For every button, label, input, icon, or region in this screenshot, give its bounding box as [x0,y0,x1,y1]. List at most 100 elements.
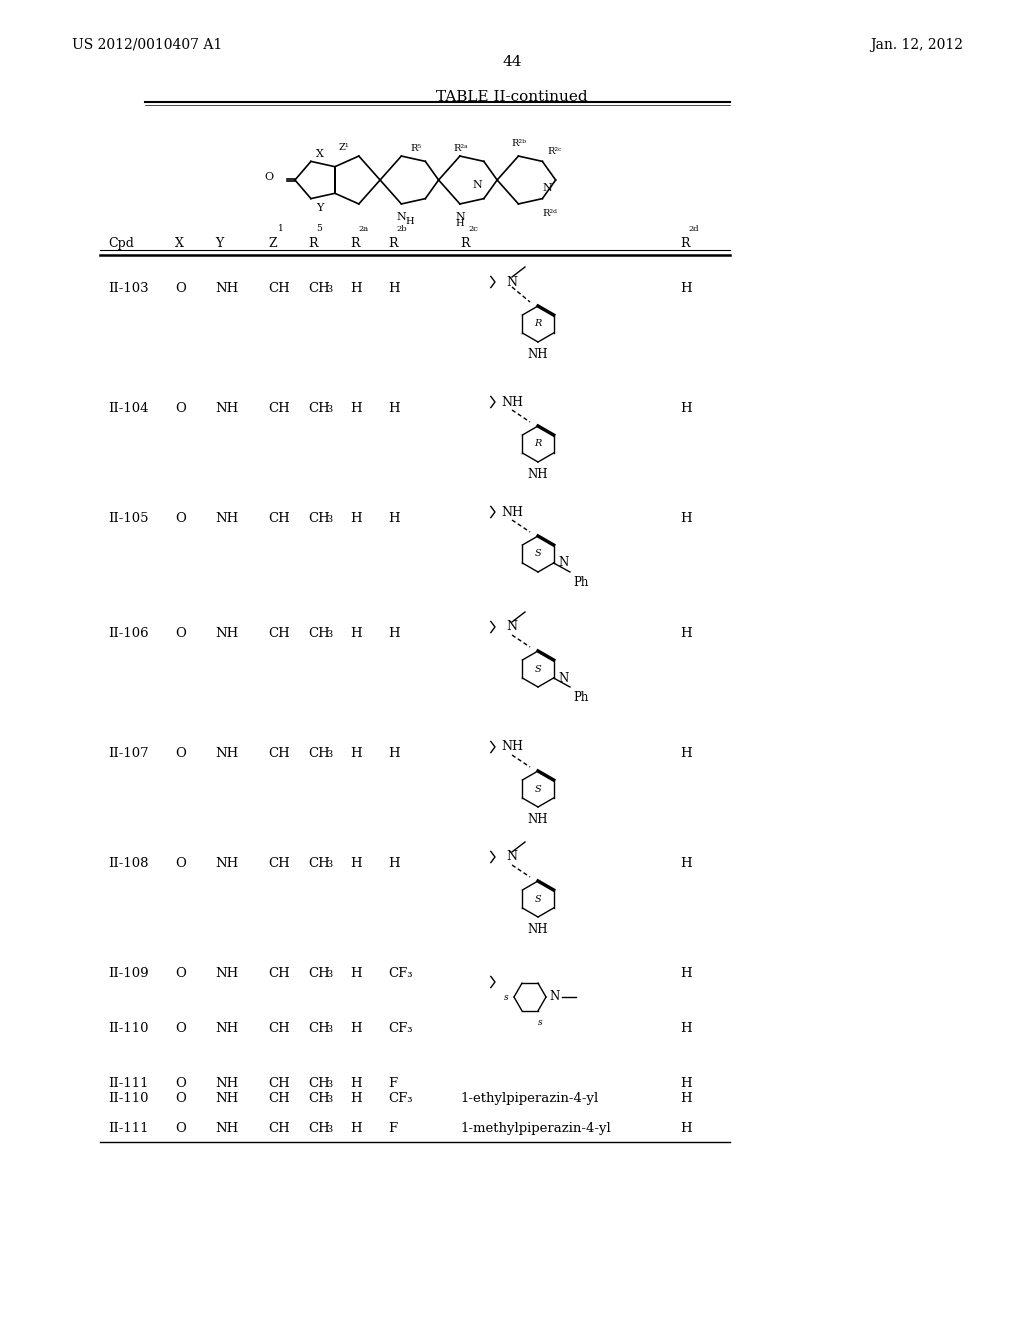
Text: CH: CH [268,282,290,294]
Text: O: O [175,857,186,870]
Text: H: H [388,627,399,640]
Text: II-111: II-111 [108,1122,148,1135]
Text: N: N [507,276,517,289]
Text: O: O [175,747,186,760]
Text: H: H [350,282,361,294]
Text: II-107: II-107 [108,747,148,760]
Text: Z: Z [268,238,276,249]
Text: CH: CH [268,1022,290,1035]
Text: 3: 3 [326,1026,332,1034]
Text: NH: NH [501,396,523,408]
Text: NH: NH [215,1122,239,1135]
Text: R: R [388,238,397,249]
Text: H: H [680,1022,691,1035]
Text: H: H [350,1077,361,1090]
Text: S: S [535,549,542,558]
Text: CH: CH [308,282,330,294]
Text: Ph: Ph [573,690,589,704]
Text: NH: NH [527,469,548,480]
Text: H: H [680,747,691,760]
Text: II-108: II-108 [108,857,148,870]
Text: H: H [680,512,691,525]
Text: II-110: II-110 [108,1092,148,1105]
Text: NH: NH [501,741,523,754]
Text: NH: NH [527,348,548,360]
Text: 1: 1 [278,224,284,234]
Text: N: N [472,181,482,190]
Text: N: N [455,213,465,222]
Text: 44: 44 [502,55,522,69]
Text: R: R [350,238,359,249]
Text: CH: CH [308,403,330,414]
Text: II-111: II-111 [108,1077,148,1090]
Text: Y: Y [316,202,324,213]
Text: R: R [680,238,689,249]
Text: CF₃: CF₃ [388,968,413,979]
Text: H: H [680,968,691,979]
Text: S: S [535,784,542,793]
Text: H: H [350,403,361,414]
Text: H: H [350,627,361,640]
Text: CH: CH [268,747,290,760]
Text: H: H [406,218,414,226]
Text: X: X [175,238,184,249]
Text: s: s [538,1018,543,1027]
Text: N: N [558,557,569,569]
Text: 3: 3 [326,405,332,414]
Text: H: H [350,1092,361,1105]
Text: CH: CH [268,403,290,414]
Text: H: H [456,219,464,227]
Text: NH: NH [215,1022,239,1035]
Text: H: H [350,857,361,870]
Text: 3: 3 [326,1096,332,1104]
Text: NH: NH [215,857,239,870]
Text: H: H [350,1122,361,1135]
Text: NH: NH [527,813,548,826]
Text: H: H [680,1077,691,1090]
Text: CH: CH [308,968,330,979]
Text: NH: NH [215,282,239,294]
Text: s: s [505,993,509,1002]
Text: 1-ethylpiperazin-4-yl: 1-ethylpiperazin-4-yl [460,1092,598,1105]
Text: 1-methylpiperazin-4-yl: 1-methylpiperazin-4-yl [460,1122,610,1135]
Text: O: O [175,968,186,979]
Text: CF₃: CF₃ [388,1092,413,1105]
Text: CH: CH [308,1092,330,1105]
Text: NH: NH [215,1092,239,1105]
Text: Cpd: Cpd [108,238,134,249]
Text: CH: CH [308,1122,330,1135]
Text: H: H [388,512,399,525]
Text: S: S [535,664,542,673]
Text: 3: 3 [326,970,332,979]
Text: US 2012/0010407 A1: US 2012/0010407 A1 [72,38,222,51]
Text: II-106: II-106 [108,627,148,640]
Text: 3: 3 [326,285,332,294]
Text: CH: CH [308,627,330,640]
Text: R²ᵇ: R²ᵇ [511,139,526,148]
Text: II-109: II-109 [108,968,148,979]
Text: 3: 3 [326,1125,332,1134]
Text: 3: 3 [326,750,332,759]
Text: CH: CH [308,512,330,525]
Text: H: H [680,282,691,294]
Text: O: O [175,627,186,640]
Text: R²ᶜ: R²ᶜ [548,147,562,156]
Text: R²ᵃ: R²ᵃ [454,144,468,153]
Text: CH: CH [308,857,330,870]
Text: II-110: II-110 [108,1022,148,1035]
Text: NH: NH [215,403,239,414]
Text: O: O [175,1022,186,1035]
Text: X: X [316,149,325,158]
Text: F: F [388,1122,397,1135]
Text: N: N [507,620,517,634]
Text: CF₃: CF₃ [388,1022,413,1035]
Text: II-105: II-105 [108,512,148,525]
Text: R: R [535,319,542,329]
Text: CH: CH [308,1077,330,1090]
Text: N: N [396,213,407,222]
Text: H: H [680,1122,691,1135]
Text: Z¹: Z¹ [339,143,349,152]
Text: R²ᵈ: R²ᵈ [543,210,557,218]
Text: 3: 3 [326,861,332,869]
Text: O: O [175,512,186,525]
